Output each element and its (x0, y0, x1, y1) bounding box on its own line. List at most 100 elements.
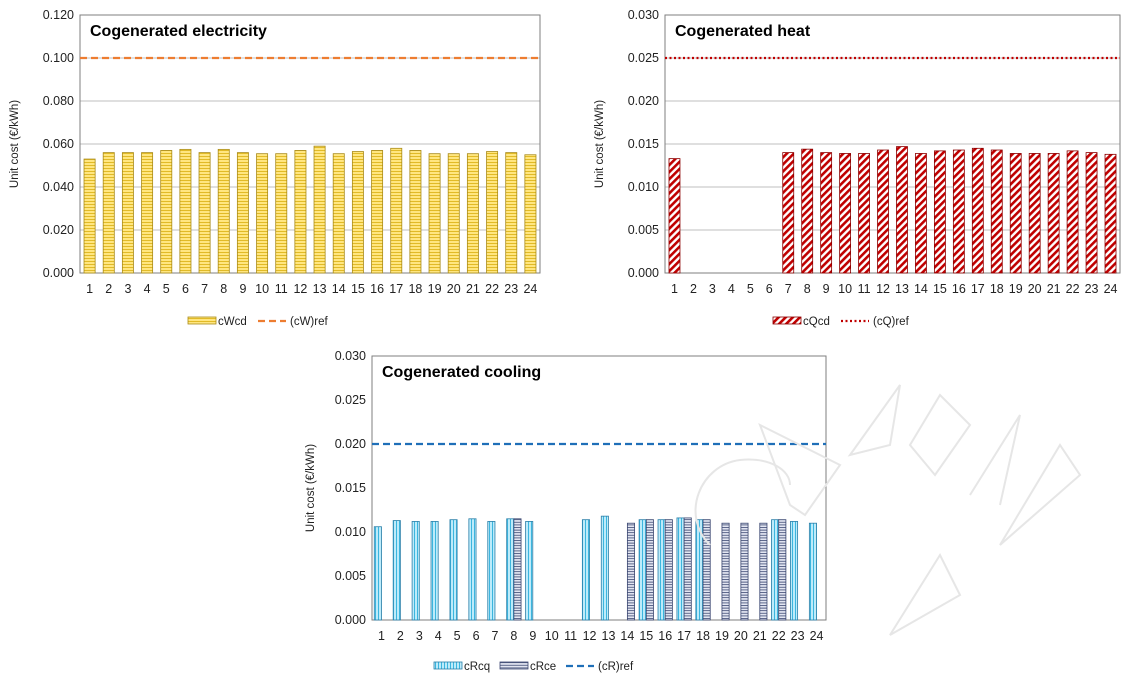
plot-area (664, 14, 1121, 274)
x-tick-label: 18 (408, 282, 422, 296)
chart-heat: 0.000 0.005 0.010 0.015 0.020 0.025 0.030 1 2 3 4 5… (585, 0, 1127, 335)
bar-cWcd (198, 152, 211, 274)
x-tick-label: 12 (876, 282, 890, 296)
chart-title: Cogenerated electricity (90, 23, 267, 40)
bar-cRce (513, 518, 522, 621)
legend-label: cQcd (803, 316, 830, 328)
x-tick-label: 7 (491, 629, 498, 643)
chart-title: Cogenerated cooling (382, 364, 541, 381)
x-tick-label: 18 (990, 282, 1004, 296)
bar-cWcd (83, 158, 96, 274)
x-tick-label: 3 (709, 282, 716, 296)
x-tick-label: 10 (545, 629, 559, 643)
bar-cWcd (390, 147, 403, 274)
x-tick-label: 23 (791, 629, 805, 643)
bar-cQcd (933, 150, 946, 274)
x-tick-label: 3 (124, 282, 131, 296)
bar-cRce (664, 519, 673, 621)
plot-area (79, 14, 541, 274)
bar-cQcd (915, 153, 927, 274)
bar-cRcq (449, 519, 458, 621)
y-tick-label: 0.000 (628, 266, 659, 280)
plot-area (371, 355, 827, 621)
x-tick-label: 22 (1066, 282, 1080, 296)
y-axis-label: Unit cost (€/kWh) (9, 100, 21, 188)
bar-cRcq (506, 518, 515, 621)
bar-cWcd (179, 148, 192, 274)
x-tick-label: 14 (620, 629, 634, 643)
bar-cRcq (487, 521, 496, 621)
x-tick-label: 17 (971, 282, 985, 296)
bar-cRcq (373, 526, 382, 621)
bar-cQcd (877, 149, 889, 274)
x-tick-label: 5 (163, 282, 170, 296)
x-tick-label: 5 (454, 629, 461, 643)
bar-cRce (683, 517, 692, 621)
bar-cRcq (392, 520, 401, 621)
x-tick-label: 6 (473, 629, 480, 643)
bar-cWcd (486, 151, 499, 274)
x-tick-label: 4 (728, 282, 735, 296)
x-tick-label: 1 (86, 282, 93, 296)
bar-cRcq (808, 522, 817, 621)
bar-cWcd (313, 145, 326, 274)
x-tick-label: 11 (564, 629, 577, 643)
x-tick-label: 15 (639, 629, 653, 643)
y-tick-label: 0.000 (335, 613, 366, 627)
bar-cRce (645, 519, 654, 621)
y-tick-label: 0.010 (628, 180, 659, 194)
bar-cWcd (409, 150, 422, 274)
x-tick-label: 14 (332, 282, 346, 296)
bar-cRce (740, 522, 749, 621)
y-tick-label: 0.080 (43, 94, 74, 108)
chart-title: Cogenerated heat (675, 23, 811, 40)
x-tick-label: 22 (772, 629, 786, 643)
x-tick-label: 1 (671, 282, 678, 296)
x-tick-label: 11 (858, 282, 871, 296)
x-tick-label: 22 (485, 282, 499, 296)
bar-cRce (721, 522, 730, 621)
legend-label: (cW)ref (290, 316, 328, 328)
y-tick-label: 0.000 (43, 266, 74, 280)
y-axis-label: Unit cost (€/kWh) (305, 444, 317, 532)
y-tick-label: 0.020 (628, 94, 659, 108)
x-tick-label: 8 (510, 629, 517, 643)
x-tick-label: 9 (529, 629, 536, 643)
bar-cWcd (121, 152, 134, 274)
x-tick-label: 9 (239, 282, 246, 296)
bar-cWcd (275, 153, 288, 274)
x-tick-label: 20 (734, 629, 748, 643)
x-tick-label: 23 (1085, 282, 1099, 296)
bar-cRcq (600, 515, 609, 621)
bar-cQcd (896, 146, 908, 274)
bar-cRcq (468, 518, 477, 621)
bar-cQcd (858, 153, 870, 274)
y-tick-label: 0.120 (43, 8, 74, 22)
chart-electricity: 0.000 0.020 0.040 0.060 0.080 0.100 0.120 1 2 3 4 5… (0, 0, 560, 335)
x-tick-label: 3 (416, 629, 423, 643)
x-tick-label: 13 (895, 282, 909, 296)
legend-label: (cR)ref (598, 661, 634, 673)
x-tick-label: 2 (397, 629, 404, 643)
bar-cWcd (524, 154, 537, 274)
bar-cWcd (466, 153, 479, 274)
x-tick-label: 8 (220, 282, 227, 296)
y-tick-label: 0.060 (43, 137, 74, 151)
y-tick-label: 0.015 (628, 137, 659, 151)
bar-cWcd (447, 153, 460, 274)
bar-cWcd (505, 152, 518, 274)
x-tick-label: 4 (144, 282, 151, 296)
x-tick-label: 9 (823, 282, 830, 296)
x-tick-label: 15 (351, 282, 365, 296)
x-tick-label: 7 (201, 282, 208, 296)
x-tick-label: 21 (1047, 282, 1061, 296)
x-tick-label: 12 (583, 629, 597, 643)
bar-cQcd (839, 153, 852, 274)
x-tick-label: 18 (696, 629, 710, 643)
bar-cQcd (1009, 153, 1022, 274)
bar-cRcq (581, 519, 590, 621)
x-tick-label: 16 (658, 629, 672, 643)
legend-swatch (187, 316, 217, 325)
legend-label: cRcq (464, 661, 490, 673)
